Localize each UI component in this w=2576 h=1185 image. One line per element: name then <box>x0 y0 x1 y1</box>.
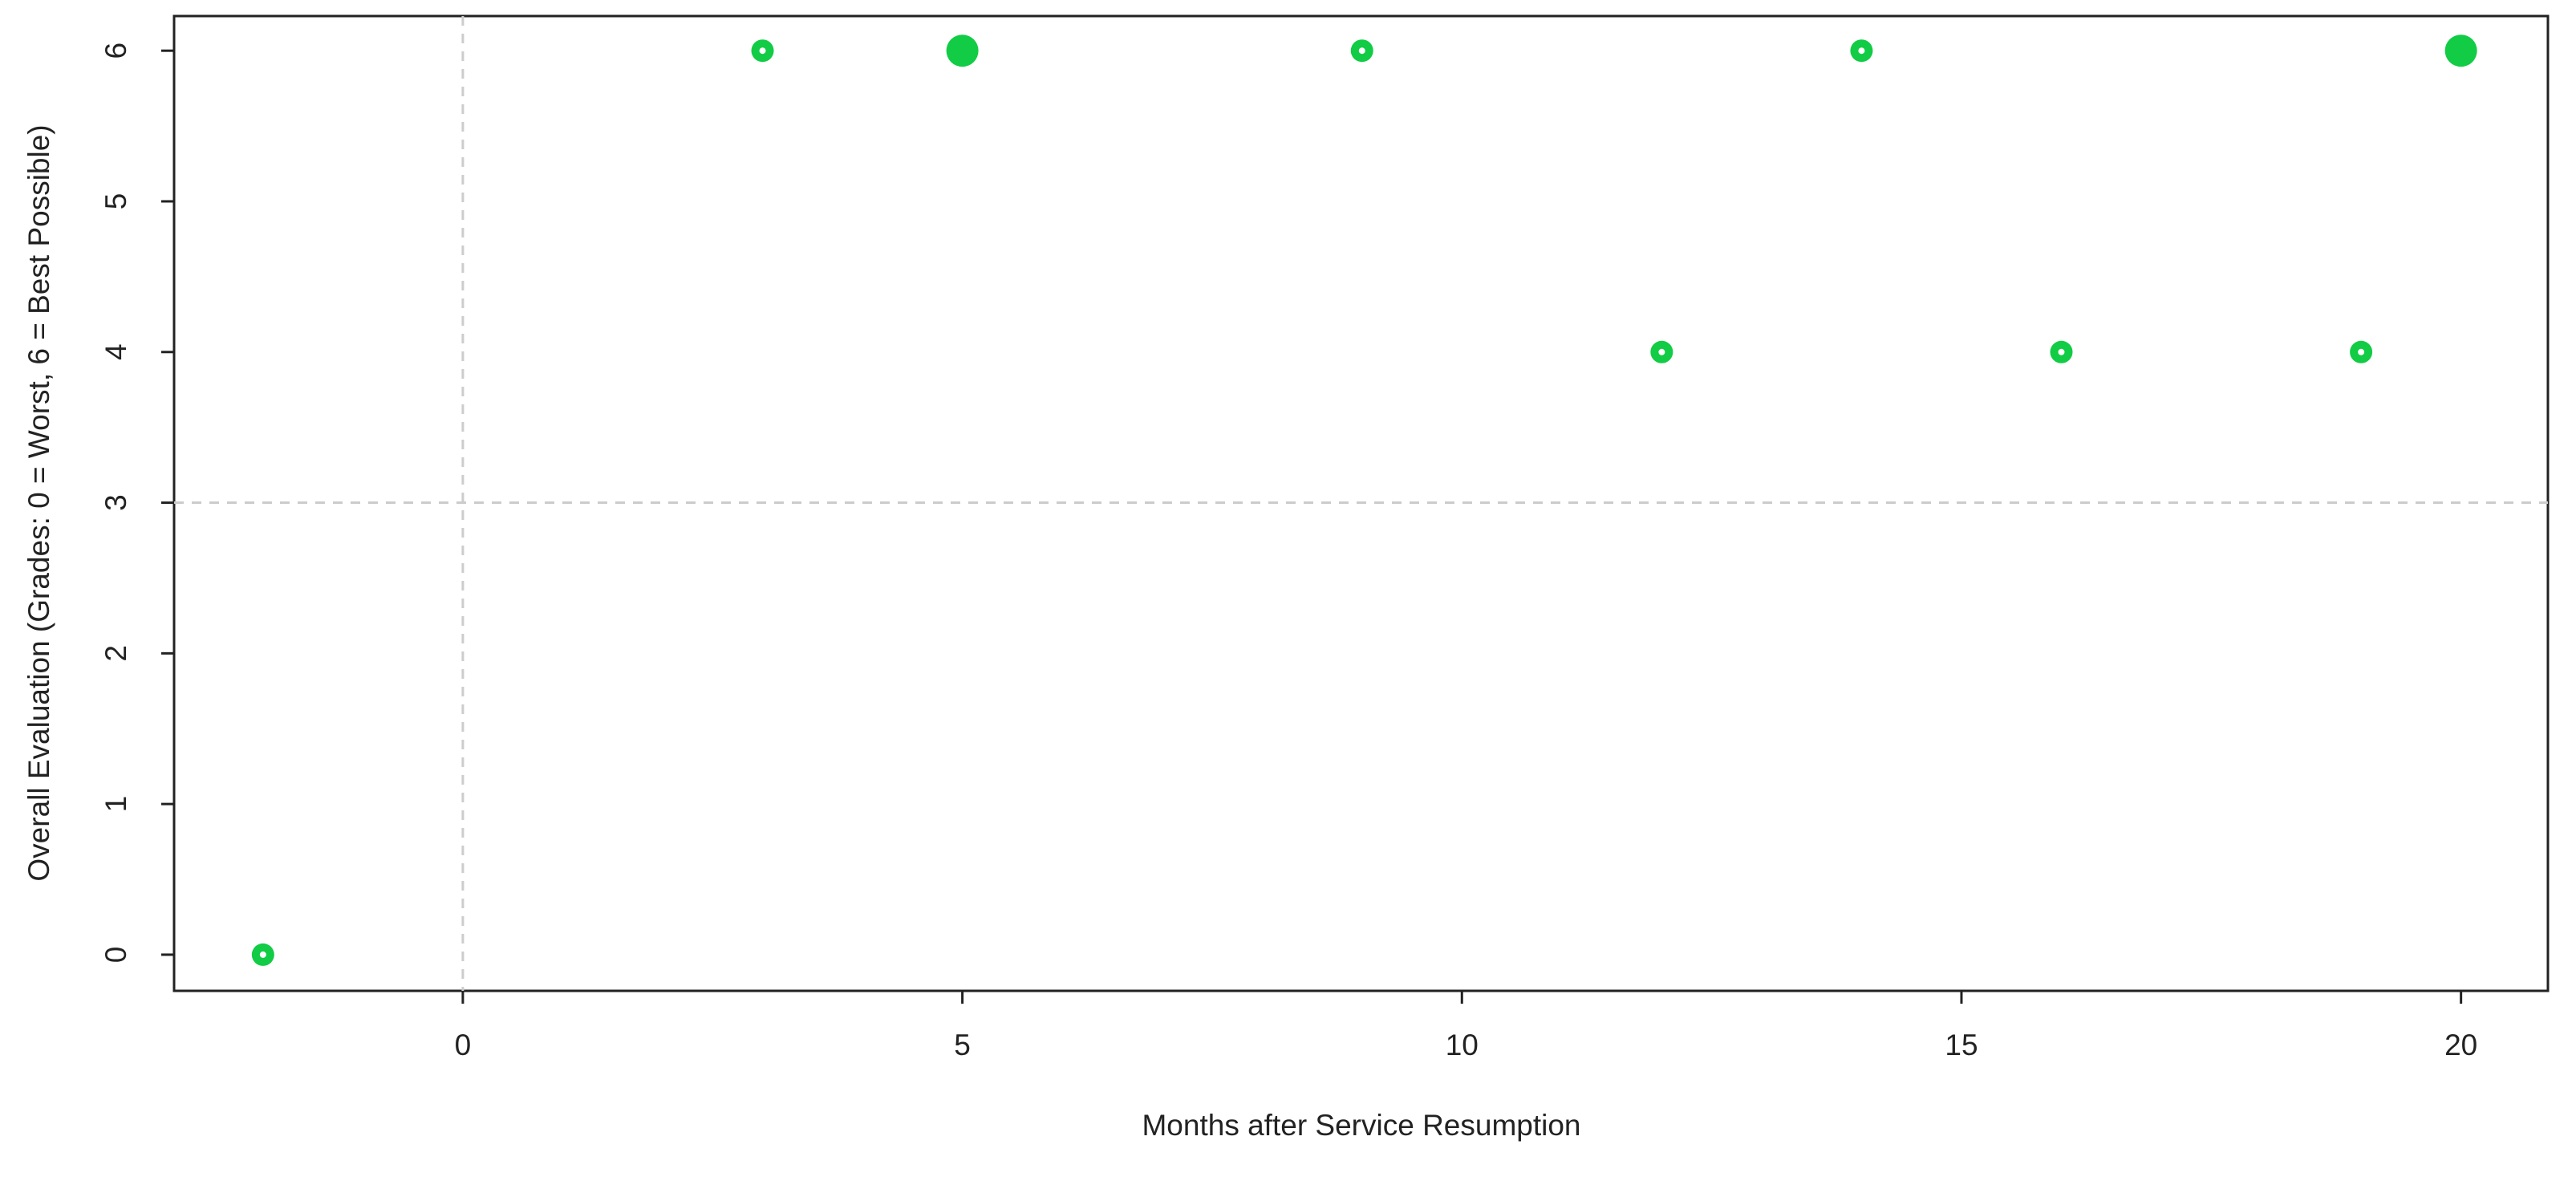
point <box>2444 34 2477 67</box>
y-tick-label: 3 <box>99 494 132 511</box>
point-center <box>1358 47 1365 55</box>
y-axis-label: Overall Evaluation (Grades: 0 = Worst, 6… <box>22 124 55 881</box>
y-tick-label: 1 <box>99 796 132 813</box>
x-axis-label: Months after Service Resumption <box>1142 1109 1580 1142</box>
x-tick-label: 15 <box>1945 1029 1978 1061</box>
point-center <box>259 951 266 958</box>
point-center <box>1658 348 1665 355</box>
y-tick-label: 5 <box>99 193 132 210</box>
point-center <box>2058 348 2065 355</box>
x-tick-label: 20 <box>2444 1029 2477 1061</box>
x-tick-label: 0 <box>455 1029 472 1061</box>
x-tick-label: 10 <box>1446 1029 1479 1061</box>
y-tick-label: 4 <box>99 343 132 360</box>
x-tick-label: 5 <box>954 1029 971 1061</box>
point <box>946 34 979 67</box>
y-tick-label: 6 <box>99 43 132 59</box>
y-tick-label: 2 <box>99 645 132 662</box>
point-center <box>2358 348 2365 355</box>
y-tick-label: 0 <box>99 947 132 964</box>
point-center <box>759 47 766 55</box>
point-center <box>1858 47 1865 55</box>
